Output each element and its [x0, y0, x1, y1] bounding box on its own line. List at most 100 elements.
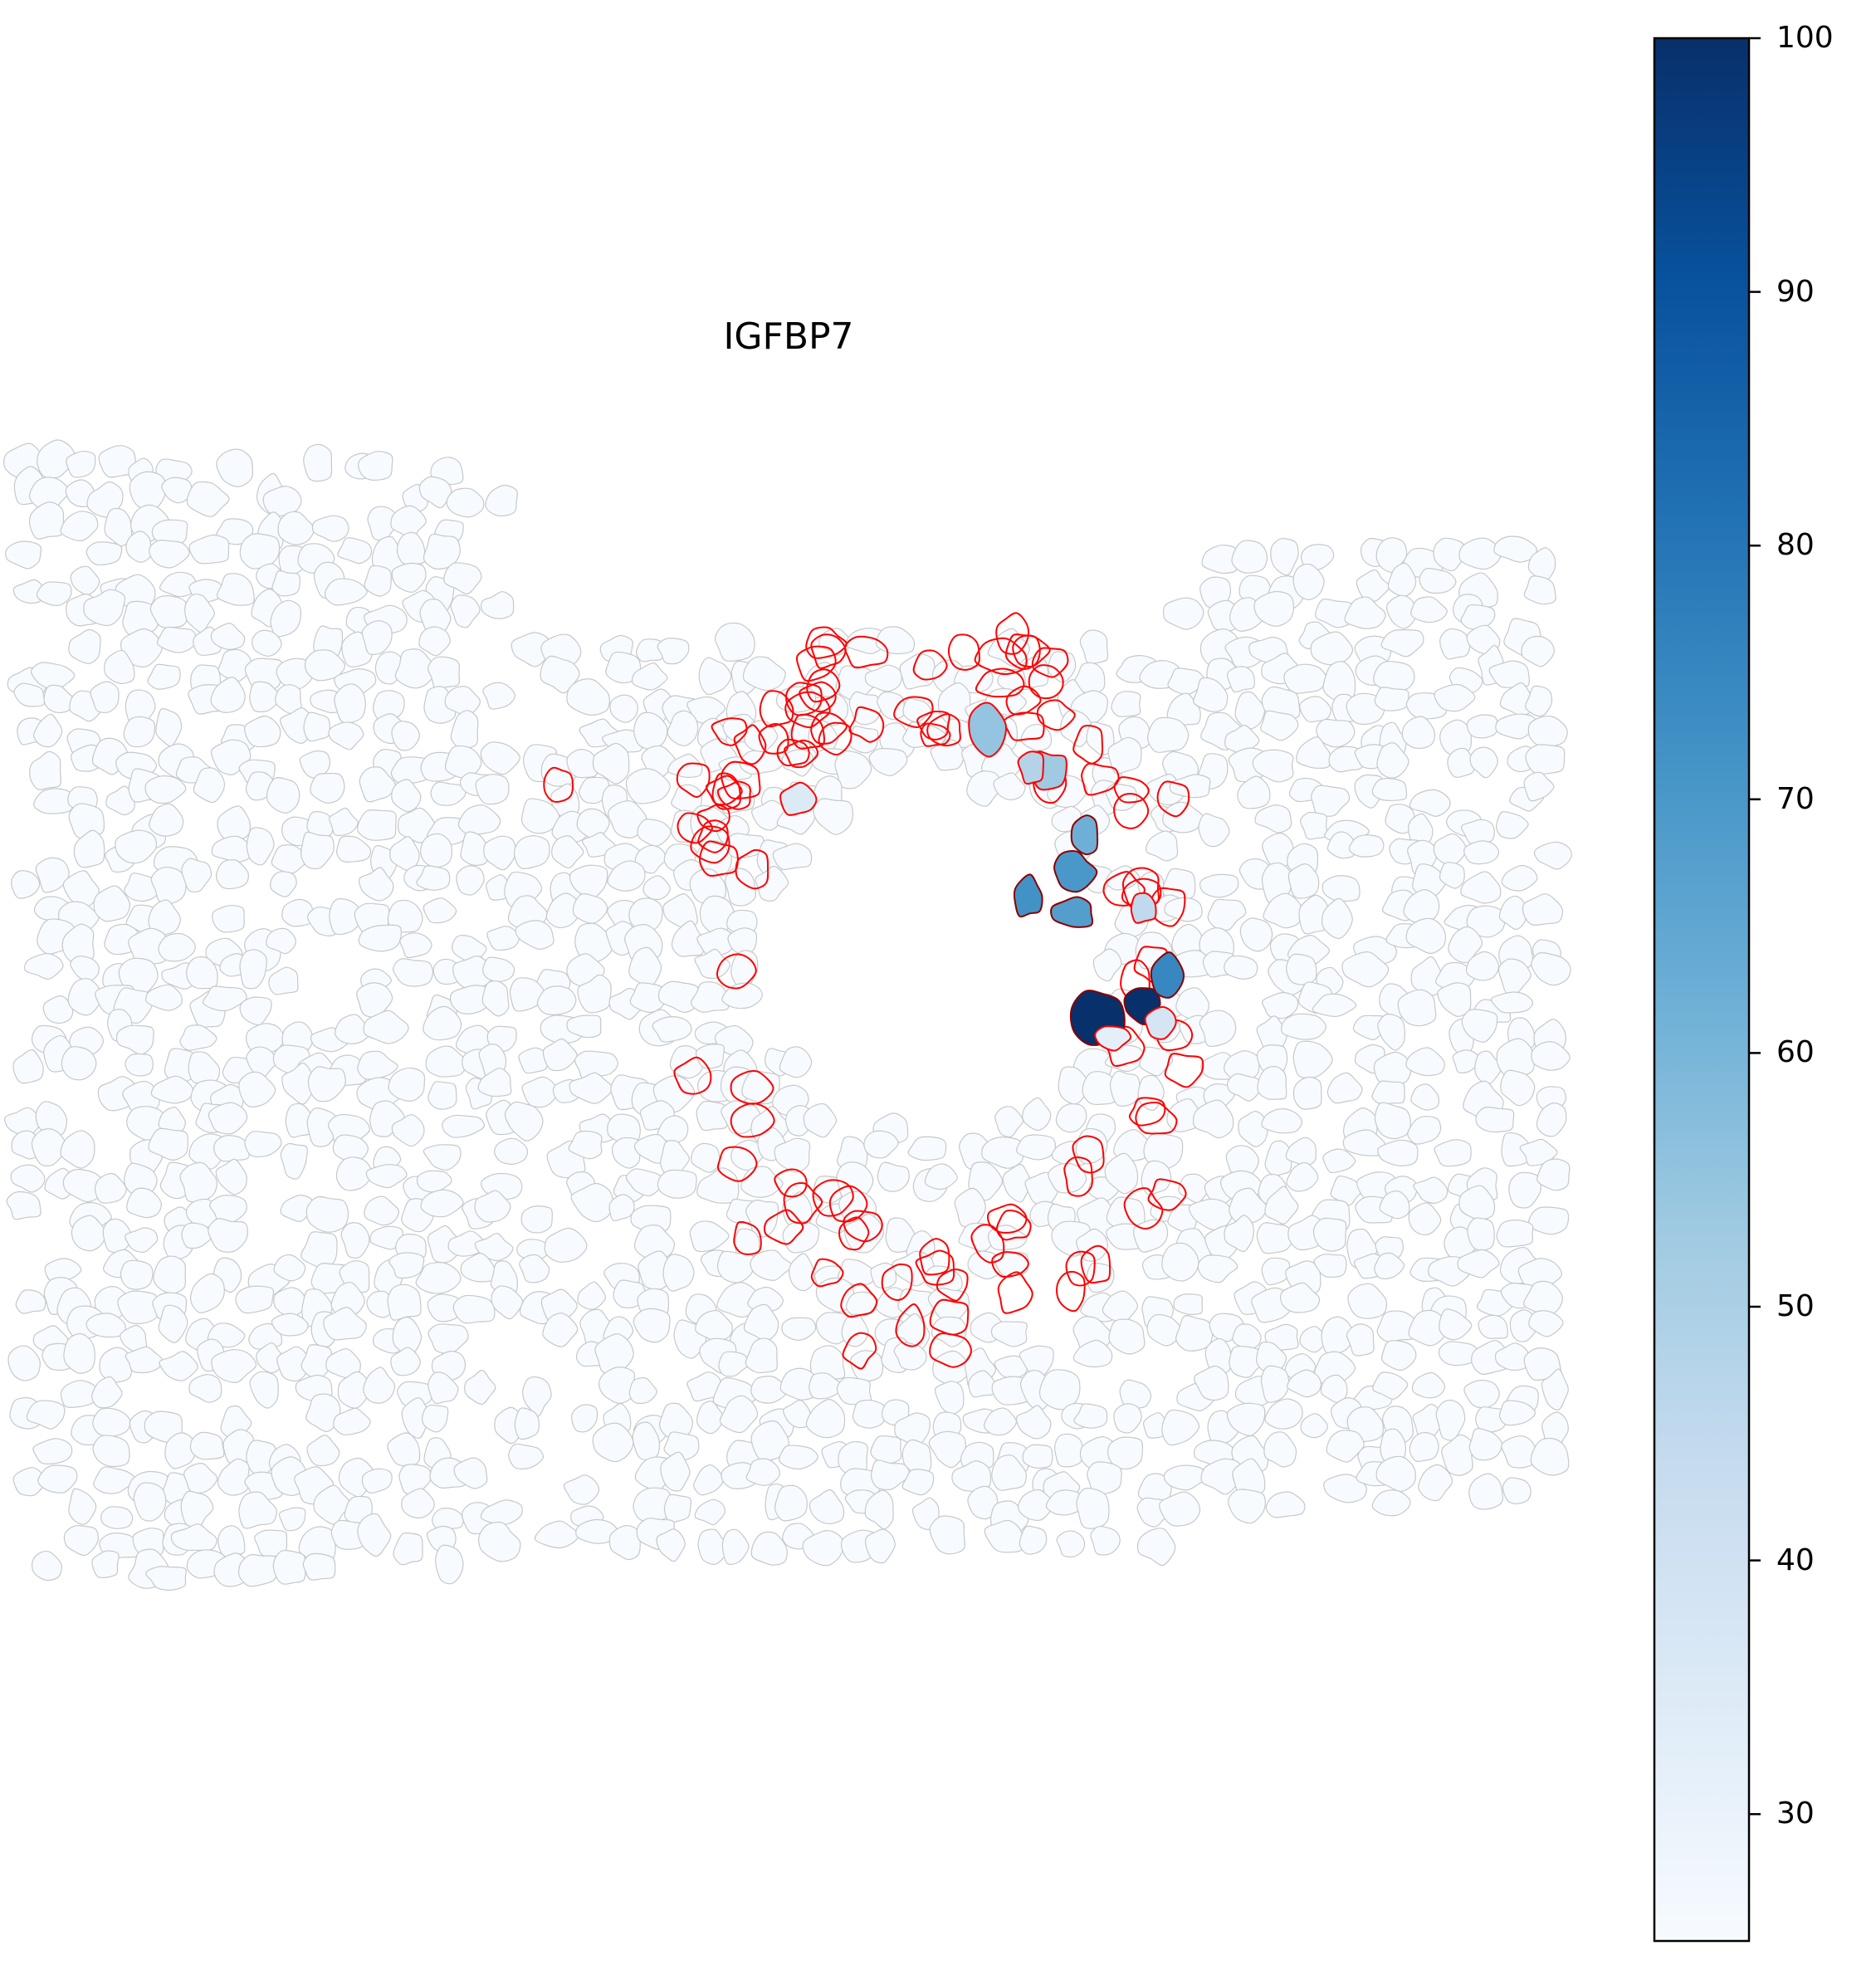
tissue-cell	[1104, 1152, 1139, 1195]
tissue-cell	[514, 1407, 540, 1440]
tissue-cell	[394, 648, 437, 689]
tissue-cell	[213, 1135, 250, 1162]
tissue-cell	[1239, 917, 1273, 952]
tissue-cell	[1072, 1135, 1105, 1174]
tissue-cell	[425, 1045, 467, 1078]
tissue-cell	[1321, 1316, 1354, 1355]
tissue-cell	[912, 649, 948, 681]
tissue-cell	[711, 772, 741, 810]
tissue-cell	[149, 803, 184, 837]
tissue-cell	[1178, 1173, 1212, 1204]
tissue-cell	[13, 682, 46, 707]
tissue-cell	[164, 1432, 197, 1469]
tissue-cell	[733, 1220, 762, 1255]
tissue-cell	[60, 511, 99, 541]
tissue-cell	[1326, 1072, 1363, 1104]
tissue-cell	[189, 1431, 225, 1460]
tissue-cell	[42, 995, 74, 1024]
tissue-cell	[864, 664, 902, 692]
tissue-cell	[568, 1130, 603, 1160]
tissue-cell	[12, 1049, 44, 1084]
tissue-cell	[399, 932, 432, 959]
tissue-cell	[637, 819, 672, 847]
tissue-cell	[1194, 1365, 1229, 1401]
tissue-cell	[838, 1216, 870, 1251]
tissue-cell	[663, 1431, 700, 1461]
tissue-cell	[782, 1399, 812, 1429]
tissue-cell	[1234, 691, 1266, 730]
tissue-cell	[774, 1137, 811, 1173]
tissue-cell	[721, 982, 763, 1010]
tissue-cell	[68, 1488, 97, 1525]
tissue-cell	[1496, 1038, 1535, 1078]
tissue-cell	[156, 626, 198, 653]
tissue-cell	[652, 1016, 692, 1043]
tissue-cell	[1264, 1398, 1303, 1430]
expressing-cell	[1053, 850, 1098, 893]
tissue-cell	[779, 1445, 818, 1469]
tissue-cell	[460, 831, 489, 867]
tissue-cell	[1281, 1013, 1327, 1040]
tissue-cell	[491, 1285, 524, 1320]
tissue-cell	[285, 1102, 315, 1138]
tissue-cell	[990, 1321, 1028, 1347]
tissue-cell	[303, 443, 333, 482]
tissue-cell	[203, 985, 247, 1012]
tissue-cell	[31, 1128, 68, 1166]
tissue-cell	[1312, 993, 1357, 1017]
tissue-cell	[1146, 1313, 1182, 1347]
tissue-cell	[1197, 1254, 1238, 1283]
colorbar	[1653, 37, 1761, 1943]
tissue-cell	[508, 1443, 545, 1470]
tissue-cell	[520, 798, 560, 834]
tissue-cell	[1076, 1488, 1110, 1529]
tissue-cell	[272, 1549, 306, 1585]
tissue-cell	[31, 1551, 62, 1582]
tissue-cell	[1433, 537, 1469, 572]
tissue-cell	[1528, 1310, 1564, 1337]
tissue-cell	[1107, 1436, 1144, 1470]
tissue-cell	[11, 870, 41, 899]
tissue-cell	[33, 713, 63, 748]
tissue-cell	[716, 1250, 755, 1283]
tissue-cell	[1137, 1074, 1165, 1112]
tissue-cell	[1458, 537, 1502, 570]
tissue-cell	[924, 1163, 958, 1190]
tissue-cell	[391, 721, 421, 751]
tissue-cell	[92, 1435, 130, 1468]
tissue-cell	[1280, 1282, 1321, 1313]
tissue-cell	[161, 477, 193, 504]
tissue-cell	[848, 706, 885, 743]
tissue-cell	[893, 1342, 927, 1371]
tissue-cell	[513, 835, 550, 869]
colorbar-tick-label: 60	[1776, 1035, 1815, 1070]
tissue-cell	[33, 788, 75, 814]
colorbar-gradient	[1653, 37, 1751, 1943]
tissue-cell	[1474, 1050, 1502, 1085]
tissue-cell	[1292, 1076, 1322, 1110]
tissue-cell	[1341, 951, 1390, 988]
tissue-cell	[975, 667, 1025, 698]
tissue-cell	[212, 905, 245, 933]
tissue-cell	[486, 926, 520, 951]
tissue-cell	[997, 1271, 1033, 1314]
tissue-cell	[1045, 1489, 1082, 1516]
tissue-cell	[270, 599, 302, 638]
tissue-cell	[70, 956, 100, 982]
tissue-cell	[772, 843, 813, 870]
tissue-cell	[427, 1081, 457, 1110]
tissue-cell	[237, 1553, 279, 1587]
tissue-cell	[1322, 1148, 1356, 1174]
tissue-cell	[657, 980, 702, 1014]
tissue-cell	[1102, 1290, 1139, 1323]
tissue-cell	[276, 1346, 311, 1382]
tissue-cell	[840, 1283, 878, 1318]
tissue-cell	[1167, 667, 1205, 696]
tissue-cell	[1411, 1371, 1446, 1399]
tissue-cell	[481, 591, 515, 619]
tissue-cell	[730, 1102, 775, 1138]
tissue-cell	[551, 835, 584, 869]
tissue-cell	[125, 1346, 163, 1374]
tissue-cell	[1287, 1369, 1322, 1398]
tissue-cell	[542, 1313, 579, 1347]
